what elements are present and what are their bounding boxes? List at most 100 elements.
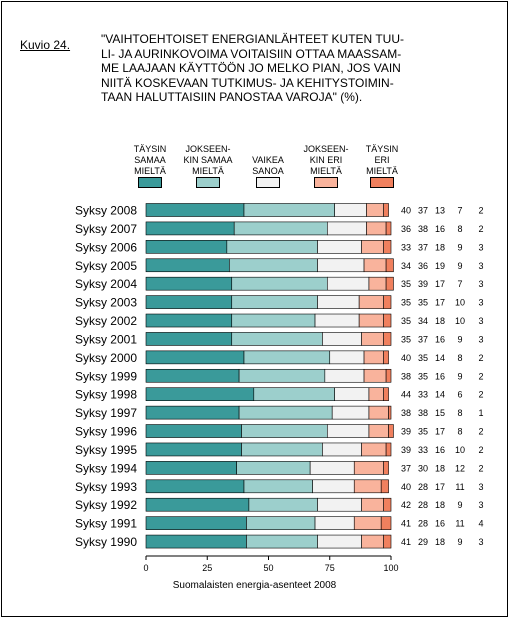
data-label: 7 xyxy=(457,206,462,216)
data-label: 35 xyxy=(401,316,411,326)
data-label: 34 xyxy=(401,261,411,271)
data-label: 36 xyxy=(418,261,428,271)
data-label: 14 xyxy=(435,353,445,363)
bar-segment xyxy=(324,368,365,383)
bar-segment xyxy=(145,516,247,530)
category-label: Syksy 2006 xyxy=(75,240,137,254)
data-label: 13 xyxy=(435,206,445,216)
title-line: "VAIHTOEHTOISET ENERGIANLÄHTEET KUTEN TU… xyxy=(101,32,404,46)
bar-segment xyxy=(243,479,313,494)
data-label: 41 xyxy=(401,537,411,547)
data-label: 18 xyxy=(435,537,445,547)
legend-swatch xyxy=(138,177,162,188)
bar-segment xyxy=(145,497,250,512)
data-label: 36 xyxy=(401,224,411,234)
data-label: 17 xyxy=(435,482,445,492)
category-label: Syksy 2007 xyxy=(75,222,137,236)
data-label: 28 xyxy=(418,500,428,510)
bar-segment xyxy=(145,240,228,254)
data-label: 8 xyxy=(457,427,462,437)
data-label: 39 xyxy=(401,427,411,437)
bar-segment xyxy=(383,350,389,365)
bar-segment xyxy=(388,424,394,438)
category-label: Syksy 1996 xyxy=(75,425,137,439)
legend-item: TÄYSIN ERI MIELTÄ xyxy=(347,144,417,177)
bar-segment xyxy=(385,276,394,291)
data-label: 37 xyxy=(418,334,428,344)
bar-segment xyxy=(226,240,318,254)
category-label: Syksy 1993 xyxy=(75,480,137,494)
data-label: 2 xyxy=(478,371,483,381)
data-label: 2 xyxy=(478,445,483,455)
category-label: Syksy 2008 xyxy=(75,204,137,218)
bar-segment xyxy=(326,276,370,291)
bar-segment xyxy=(246,534,318,549)
legend-swatch xyxy=(370,177,394,188)
bar-segment xyxy=(246,516,316,530)
bar-segment xyxy=(145,258,230,273)
bar-segment xyxy=(380,516,392,530)
bar-segment xyxy=(317,534,362,549)
data-label: 18 xyxy=(435,500,445,510)
bar-segment xyxy=(243,350,331,365)
bar-segment xyxy=(253,387,335,402)
bar-segment xyxy=(361,332,384,346)
data-label: 2 xyxy=(478,224,483,234)
bar-segment xyxy=(145,313,233,328)
chart-title: "VAIHTOEHTOISET ENERGIANLÄHTEET KUTEN TU… xyxy=(101,32,491,105)
bar-segment xyxy=(238,405,333,420)
data-label: 35 xyxy=(418,298,428,308)
bar-segment xyxy=(383,240,392,254)
data-label: 18 xyxy=(435,463,445,473)
data-label: 16 xyxy=(435,334,445,344)
bar-segment xyxy=(385,221,392,236)
data-label: 2 xyxy=(478,427,483,437)
bar-segment xyxy=(145,479,245,494)
bar-segment xyxy=(383,203,389,217)
data-label: 40 xyxy=(401,206,411,216)
data-label: 3 xyxy=(478,537,483,547)
bar-segment xyxy=(334,387,370,402)
data-label: 16 xyxy=(435,519,445,529)
category-label: Syksy 2002 xyxy=(75,314,137,328)
data-label: 40 xyxy=(401,353,411,363)
bar-segment xyxy=(248,497,318,512)
bar-segment xyxy=(231,295,318,309)
legend-label: MIELTÄ xyxy=(366,166,398,176)
bar-segment xyxy=(383,387,389,402)
data-label: 35 xyxy=(401,298,411,308)
bar-segment xyxy=(322,442,362,457)
bar-segment xyxy=(145,350,245,365)
data-label: 38 xyxy=(401,371,411,381)
data-label: 38 xyxy=(401,408,411,418)
bar-segment xyxy=(238,368,326,383)
bar-segment xyxy=(361,534,384,549)
data-label: 19 xyxy=(435,261,445,271)
title-line: ME LAAJAAN KÄYTTÖÖN JO MELKO PIAN, JOS V… xyxy=(101,61,401,75)
data-label: 2 xyxy=(478,353,483,363)
bar-segment xyxy=(229,258,318,273)
data-label: 3 xyxy=(478,242,483,252)
legend-label: KIN SAMAA xyxy=(183,155,233,165)
data-label: 37 xyxy=(418,242,428,252)
data-label: 44 xyxy=(401,390,411,400)
data-label: 33 xyxy=(418,445,428,455)
bar-segment xyxy=(361,497,384,512)
bar-segment xyxy=(363,368,387,383)
legend-item: JOKSEEN- KIN ERI MIELTÄ xyxy=(291,144,361,177)
data-label: 15 xyxy=(435,408,445,418)
category-label: Syksy 1995 xyxy=(75,443,137,457)
data-label: 35 xyxy=(401,279,411,289)
title-line: TAAN HALUTTAISIIN PANOSTAA VAROJA" (%). xyxy=(101,90,363,104)
data-label: 16 xyxy=(435,445,445,455)
bar-segment xyxy=(383,497,392,512)
bar-segment xyxy=(145,203,245,217)
data-label: 10 xyxy=(455,316,465,326)
bar-segment xyxy=(145,442,242,457)
data-label: 16 xyxy=(435,224,445,234)
data-label: 12 xyxy=(455,463,465,473)
bar-segment xyxy=(145,368,240,383)
bar-segment xyxy=(353,461,384,475)
data-label: 37 xyxy=(418,206,428,216)
